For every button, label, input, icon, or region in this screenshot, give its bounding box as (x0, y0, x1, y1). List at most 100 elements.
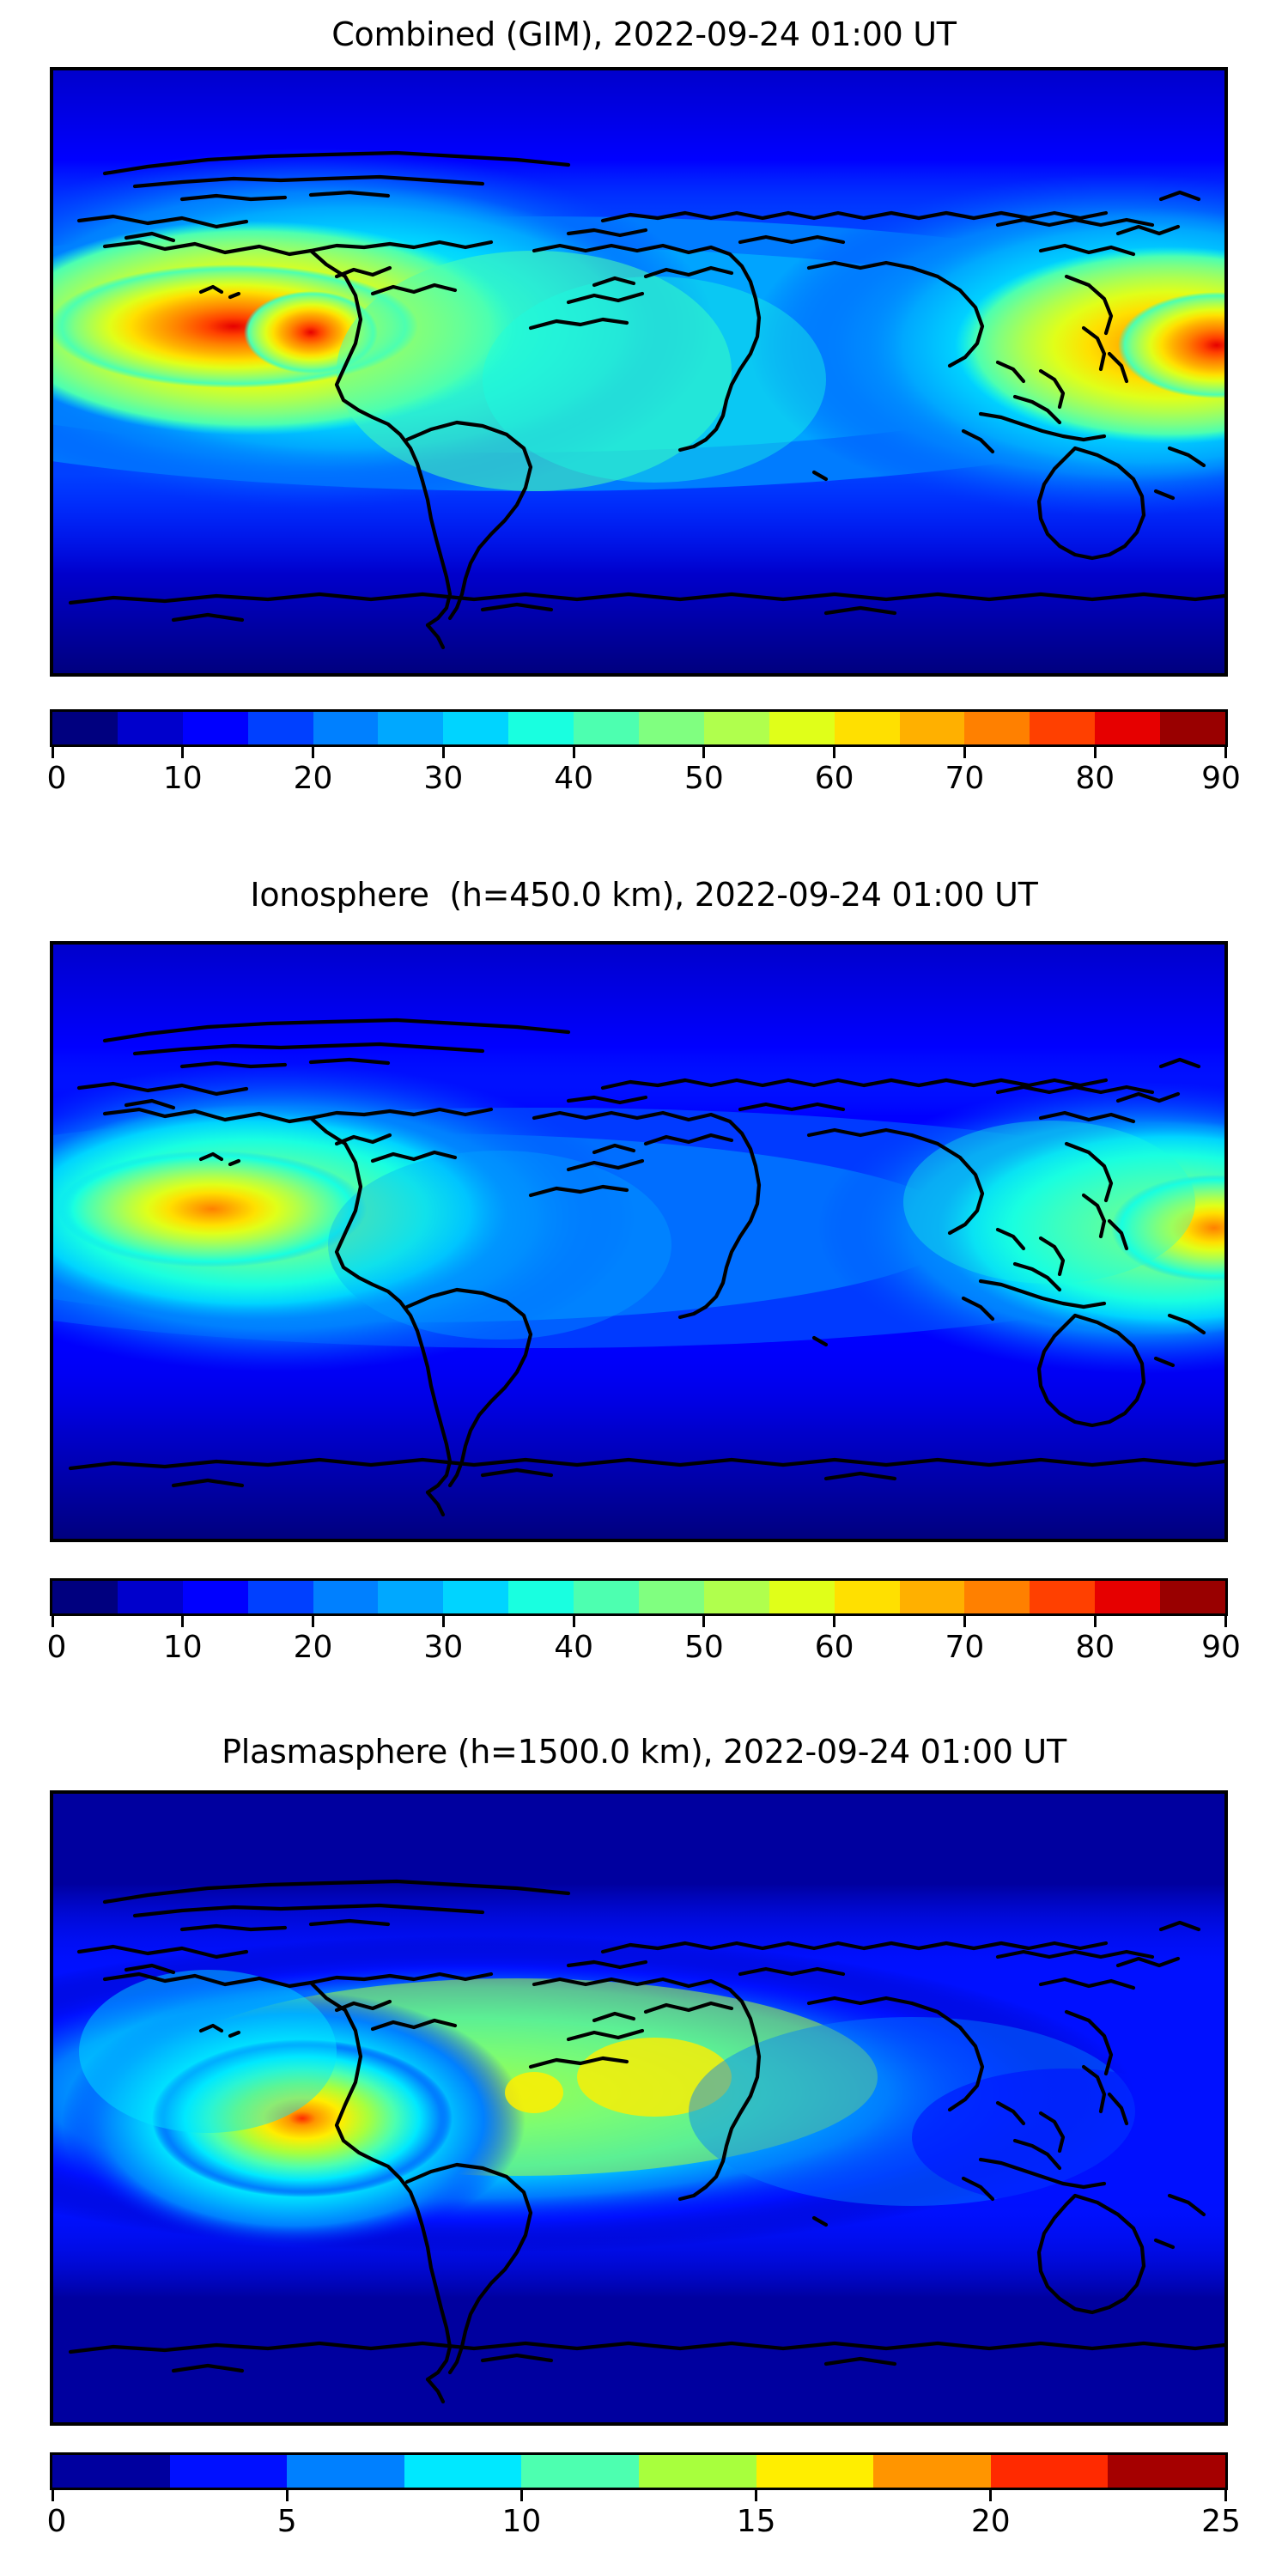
colorbar-segment (313, 1581, 379, 1613)
colorbar-segment (378, 712, 444, 744)
coastlines-layer (68, 150, 1224, 650)
colorbar-ionosphere (50, 1578, 1228, 1616)
colorbar-tick (572, 747, 575, 758)
panel-title-combined-gim: Combined (GIM), 2022-09-24 01:00 UT (331, 15, 957, 53)
colorbar-tick-label: 15 (736, 2504, 776, 2539)
colorbar-tick-label: 40 (554, 1630, 594, 1665)
colorbar-axis-ionosphere: 0 10 20 30 40 50 60 70 80 90 (47, 1616, 1241, 1668)
colorbar-tick-label: 70 (945, 761, 985, 796)
colorbar-tick (1224, 747, 1227, 758)
colorbar-tick (833, 1616, 836, 1627)
colorbar-tick-label: 50 (683, 761, 724, 796)
colorbar-plasmasphere (50, 2452, 1228, 2490)
colorbar-tick-label: 5 (276, 2504, 297, 2539)
colorbar-segment (769, 1581, 835, 1613)
colorbar-segment (1095, 1581, 1161, 1613)
colorbar-tick-label: 40 (554, 761, 594, 796)
colorbar-tick (833, 747, 836, 758)
colorbar-segment (169, 2455, 288, 2488)
map-canvas-plasmasphere (53, 1794, 1224, 2422)
colorbar-segment (769, 712, 835, 744)
colorbar-tick-label: 25 (1201, 2504, 1241, 2539)
colorbar-tick (441, 1616, 445, 1627)
colorbar-tick-label: 70 (945, 1630, 985, 1665)
colorbar-tick-label: 30 (423, 1630, 464, 1665)
colorbar-tick (963, 747, 966, 758)
colorbar-segment (1095, 712, 1161, 744)
colorbar-segment (703, 712, 769, 744)
colorbar-tick (312, 747, 315, 758)
colorbar-tick (963, 1616, 966, 1627)
colorbar-tick-label: 60 (814, 761, 854, 796)
colorbar-segment (703, 1581, 769, 1613)
colorbar-axis-combined: 0 10 20 30 40 50 60 70 80 90 (46, 747, 1241, 799)
colorbar-segment (1160, 1581, 1226, 1613)
colorbar-segment (117, 1581, 183, 1613)
colorbar-tick (51, 2490, 54, 2501)
colorbar-tick (51, 747, 54, 758)
colorbar-tick (702, 747, 706, 758)
coastlines-layer (68, 1879, 1224, 2404)
colorbar-tick-label: 80 (1075, 1630, 1115, 1665)
panel-title-plasmasphere: Plasmasphere (h=1500.0 km), 2022-09-24 0… (222, 1733, 1066, 1771)
colorbar-segment (834, 1581, 900, 1613)
colorbar-segment (1030, 712, 1096, 744)
colorbar-segment (378, 1581, 444, 1613)
colorbar-segment (117, 712, 183, 744)
colorbar-tick (989, 2490, 993, 2501)
map-plasmasphere (50, 1790, 1228, 2426)
map-canvas-ionosphere (53, 945, 1224, 1539)
colorbar-tick (181, 1616, 185, 1627)
colorbar-segment (574, 1581, 640, 1613)
colorbar-tick-label: 20 (293, 761, 333, 796)
colorbar-segment (247, 712, 313, 744)
colorbar-tick (441, 747, 445, 758)
panel-combined-gim: Combined (GIM), 2022-09-24 01:00 UT (0, 0, 1288, 859)
coastlines-layer (68, 1018, 1224, 1517)
colorbar-tick (1093, 1616, 1097, 1627)
colorbar-segment (899, 712, 965, 744)
colorbar-segment (990, 2455, 1109, 2488)
colorbar-tick-label: 30 (423, 761, 464, 796)
colorbar-segment (52, 2455, 170, 2488)
colorbar-wrap-ionosphere: 0 10 20 30 40 50 60 70 80 90 (47, 1578, 1241, 1673)
colorbar-segment (756, 2455, 874, 2488)
colorbar-tick-label: 90 (1201, 1630, 1241, 1665)
colorbar-segment (508, 1581, 574, 1613)
colorbar-segment (899, 1581, 965, 1613)
colorbar-tick-label: 0 (46, 2504, 67, 2539)
colorbar-tick (181, 747, 185, 758)
panel-plasmasphere: Plasmasphere (h=1500.0 km), 2022-09-24 0… (0, 1733, 1288, 2576)
colorbar-segment (1108, 2455, 1225, 2488)
colorbar-segment (443, 1581, 509, 1613)
colorbar-segment (638, 2455, 756, 2488)
colorbar-tick-label: 60 (814, 1630, 854, 1665)
colorbar-wrap-plasmasphere: 0 5 10 15 20 25 (46, 2452, 1241, 2547)
colorbar-segment (182, 1581, 248, 1613)
colorbar-tick (755, 2490, 758, 2501)
colorbar-tick (312, 1616, 315, 1627)
colorbar-segment (313, 712, 379, 744)
colorbar-tick-label: 0 (46, 761, 67, 796)
colorbar-segment (834, 712, 900, 744)
colorbar-tick-label: 80 (1075, 761, 1115, 796)
colorbar-tick-label: 90 (1201, 761, 1241, 796)
colorbar-combined (50, 709, 1228, 747)
colorbar-segment (52, 712, 118, 744)
colorbar-tick (1093, 747, 1097, 758)
colorbar-tick (1224, 1616, 1227, 1627)
colorbar-segment (639, 1581, 704, 1613)
colorbar-tick-label: 10 (162, 1630, 203, 1665)
colorbar-segment (443, 712, 509, 744)
colorbar-tick-label: 10 (501, 2504, 542, 2539)
colorbar-segment (287, 2455, 404, 2488)
colorbar-tick-label: 50 (683, 1630, 724, 1665)
panel-ionosphere: Ionosphere (h=450.0 km), 2022-09-24 01:0… (0, 859, 1288, 1735)
colorbar-segment (404, 2455, 522, 2488)
map-ionosphere (50, 941, 1228, 1542)
colorbar-tick (572, 1616, 575, 1627)
colorbar-tick (702, 1616, 706, 1627)
colorbar-segment (964, 1581, 1030, 1613)
colorbar-tick (1224, 2490, 1227, 2501)
